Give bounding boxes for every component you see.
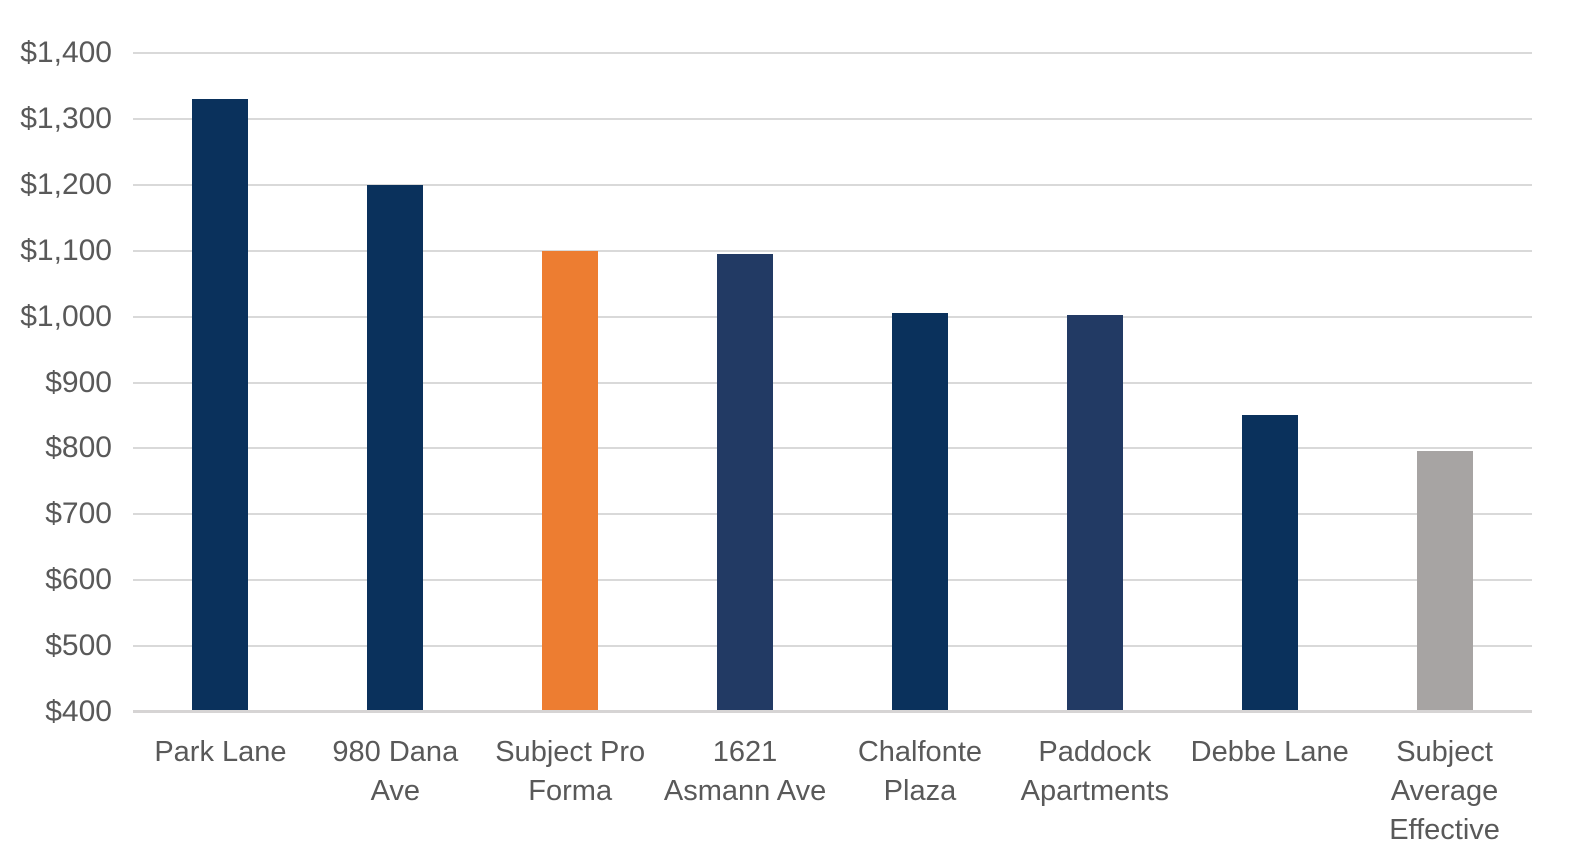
gridline-1000 xyxy=(133,315,1532,318)
x-axis-label-subject-pro-forma: Subject Pro Forma xyxy=(483,733,658,850)
bar-paddock-apartments xyxy=(1066,314,1123,712)
y-tick-label: $600 xyxy=(45,563,112,597)
x-axis-label-chalfonte-plaza: Chalfonte Plaza xyxy=(833,733,1008,850)
x-axis-label-park-lane: Park Lane xyxy=(133,733,308,850)
y-tick-label: $1,100 xyxy=(20,233,112,267)
gridline-700 xyxy=(133,513,1532,516)
bar-park-lane xyxy=(192,99,249,712)
bar-cell xyxy=(1182,53,1357,712)
x-axis-label-980-dana-ave: 980 Dana Ave xyxy=(308,733,483,850)
x-axis-label-line: Subject xyxy=(1396,736,1493,768)
gridline-1300 xyxy=(133,117,1532,120)
y-tick-label: $1,300 xyxy=(20,101,112,135)
gridline-1200 xyxy=(133,183,1532,186)
bar-subject-average-effective xyxy=(1416,451,1473,712)
x-axis-label-line: Ave xyxy=(370,775,421,807)
plot-area xyxy=(133,52,1532,713)
x-axis-label-line: Apartments xyxy=(1020,775,1169,807)
bar-cell xyxy=(133,53,308,712)
y-tick-label: $700 xyxy=(45,497,112,531)
bar-cell xyxy=(658,53,833,712)
bar-cell xyxy=(483,53,658,712)
bar-cell xyxy=(1007,53,1182,712)
gridline-1400 xyxy=(133,52,1532,54)
x-axis-label-line: 980 Dana xyxy=(332,736,459,768)
x-axis: Park Lane 980 Dana Ave Subject Pro Forma 1621… xyxy=(133,733,1532,850)
x-axis-label-line: Chalfonte xyxy=(857,736,983,768)
y-tick-label: $1,000 xyxy=(20,299,112,333)
x-axis-label-line: Asmann Ave xyxy=(663,775,827,807)
x-axis-label-line: 1621 xyxy=(712,736,778,768)
x-axis-label-line: Effective xyxy=(1389,814,1500,846)
x-axis-label-line: Park Lane xyxy=(154,736,287,768)
gridline-500 xyxy=(133,645,1532,648)
y-tick-label: $900 xyxy=(45,365,112,399)
y-tick-label: $400 xyxy=(45,695,112,728)
x-axis-label-line: Paddock xyxy=(1038,736,1152,768)
x-axis-label-subject-average-effective: Subject Average Effective xyxy=(1357,733,1532,850)
y-tick-label: $800 xyxy=(45,431,112,465)
x-axis-label-line: Debbe Lane xyxy=(1190,736,1349,768)
bar-1621-asmann-ave xyxy=(717,254,774,712)
x-axis-label-line: Plaza xyxy=(883,775,957,807)
bar-chalfonte-plaza xyxy=(891,313,948,712)
x-axis-label-1621-asmann-ave: 1621 Asmann Ave xyxy=(658,733,833,850)
bar-subject-pro-forma xyxy=(542,250,599,712)
bar-debbe-lane xyxy=(1241,415,1298,712)
y-tick-label: $500 xyxy=(45,629,112,663)
gridline-1100 xyxy=(133,249,1532,252)
y-tick-label: $1,400 xyxy=(20,36,112,69)
x-axis-label-debbe-lane: Debbe Lane xyxy=(1182,733,1357,850)
bar-series xyxy=(133,53,1532,712)
x-axis-label-line: Forma xyxy=(528,775,613,807)
y-axis: $1,400 $1,300 $1,200 $1,100 $1,000 $900 $800 $7… xyxy=(0,36,112,728)
y-tick-label: $1,200 xyxy=(20,167,112,201)
x-axis-label-line: Subject Pro xyxy=(495,736,646,768)
bar-980-dana-ave xyxy=(367,184,424,712)
gridline-600 xyxy=(133,579,1532,582)
gridline-900 xyxy=(133,381,1532,384)
x-axis-baseline xyxy=(133,710,1532,713)
gridline-800 xyxy=(133,447,1532,450)
x-axis-label-line: Average xyxy=(1390,775,1499,807)
bar-cell xyxy=(1357,53,1532,712)
bar-cell xyxy=(833,53,1008,712)
bar-cell xyxy=(308,53,483,712)
x-axis-label-paddock-apartments: Paddock Apartments xyxy=(1007,733,1182,850)
